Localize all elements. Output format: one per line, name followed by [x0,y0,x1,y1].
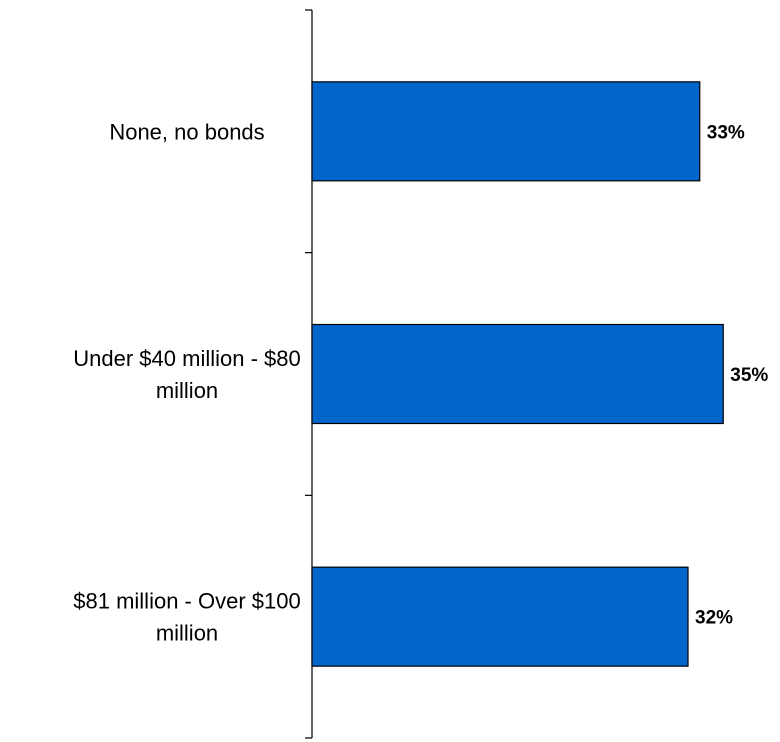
data-label: 33% [707,122,745,143]
category-label-line: million [156,378,218,403]
data-label: 32% [695,608,733,629]
bar [311,566,689,667]
category-label: $81 million - Over $100 million [73,589,300,646]
category-label-line: $81 million - Over $100 [73,589,300,614]
axis-group [305,9,313,739]
category-label: None, no bonds [109,119,264,144]
category-label: Under $40 million - $80 million [73,346,300,403]
labels-group: 33% None, no bonds 35% Under $40 million - … [73,119,768,645]
data-label: 35% [730,365,768,386]
bar [311,81,701,182]
category-label-line: Under $40 million - $80 [73,346,300,371]
category-label-line: million [156,621,218,646]
bar [311,323,724,425]
category-label-line: None, no bonds [109,119,264,144]
bars-group [311,81,724,667]
